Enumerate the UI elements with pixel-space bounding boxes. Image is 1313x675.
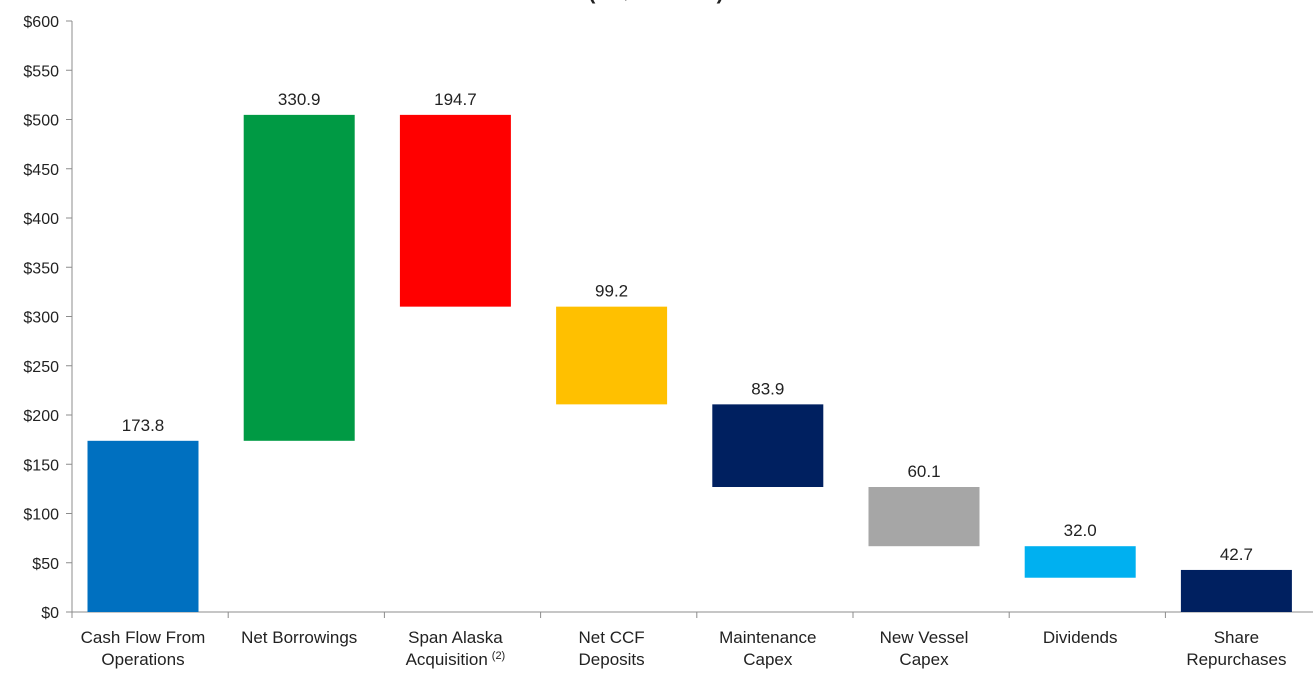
y-tick-label: $500	[23, 113, 59, 130]
waterfall-bar	[399, 114, 511, 307]
bar-value-label: 32.0	[1064, 521, 1097, 540]
category-label: Span Alaska	[408, 628, 503, 647]
category-label: Deposits	[579, 650, 645, 669]
y-tick-label: $600	[23, 14, 59, 31]
waterfall-bar	[712, 404, 824, 488]
waterfall-bar	[87, 440, 199, 612]
y-tick-label: $350	[23, 260, 59, 277]
bar-value-label: 83.9	[751, 379, 784, 398]
waterfall-bar	[868, 487, 980, 547]
y-tick-label: $550	[23, 63, 59, 80]
chart-title: (In $ millions)	[588, 0, 723, 4]
category-label: Operations	[101, 650, 184, 669]
y-tick-label: $150	[23, 457, 59, 474]
category-label: Dividends	[1043, 628, 1118, 647]
y-tick-label: $50	[32, 556, 59, 573]
category-label: Net Borrowings	[241, 628, 357, 647]
category-label: Share	[1214, 628, 1259, 647]
waterfall-bar	[556, 306, 668, 405]
category-label: Capex	[743, 650, 793, 669]
bar-value-label: 194.7	[434, 90, 477, 109]
category-label: Cash Flow From	[81, 628, 206, 647]
y-tick-label: $400	[23, 211, 59, 228]
y-tick-label: $250	[23, 359, 59, 376]
bar-value-label: 173.8	[122, 416, 165, 435]
y-tick-label: $450	[23, 162, 59, 179]
y-tick-label: $200	[23, 408, 59, 425]
category-label: Acquisition (2)	[406, 650, 506, 669]
category-label: New Vessel	[880, 628, 969, 647]
category-label: Capex	[899, 650, 949, 669]
bar-value-label: 60.1	[907, 462, 940, 481]
category-footnote-ref: (2)	[492, 650, 505, 662]
y-tick-label: $100	[23, 507, 59, 524]
waterfall-bar	[1024, 546, 1136, 578]
bar-value-label: 42.7	[1220, 545, 1253, 564]
y-tick-label: $300	[23, 310, 59, 327]
bar-value-label: 99.2	[595, 282, 628, 301]
y-tick-label: $0	[41, 605, 59, 622]
waterfall-bar	[1180, 569, 1292, 612]
bar-value-label: 330.9	[278, 90, 321, 109]
waterfall-bar	[243, 114, 355, 441]
category-label: Net CCF	[579, 628, 645, 647]
category-label: Repurchases	[1186, 650, 1286, 669]
category-label: Maintenance	[719, 628, 816, 647]
